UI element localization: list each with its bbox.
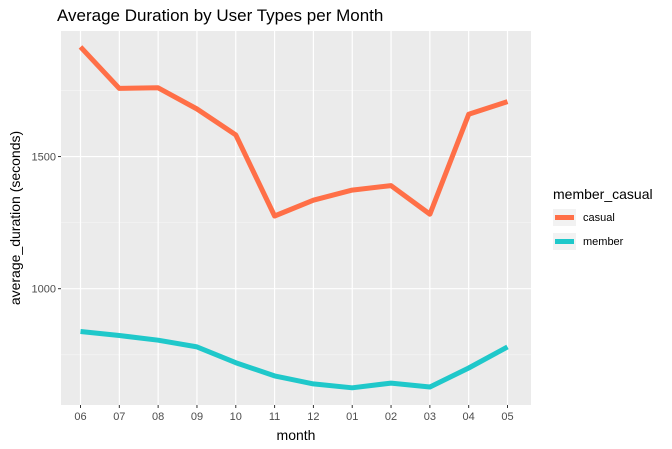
x-tick-label: 11 (269, 411, 280, 423)
legend-title: member_casual (553, 186, 653, 202)
series-lines (78, 45, 509, 391)
series-line-casual (78, 45, 509, 219)
x-tick-label: 04 (463, 411, 475, 423)
x-tick-label: 07 (113, 411, 125, 423)
x-tick-label: 02 (385, 411, 397, 423)
x-tick-label: 01 (346, 411, 358, 423)
x-tick-label: 08 (152, 411, 164, 423)
chart-title: Average Duration by User Types per Month (57, 6, 383, 25)
x-axis-ticks: 06 07 08 09 10 11 12 01 02 03 04 05 (74, 405, 514, 423)
y-tick-label: 1500 (32, 152, 56, 164)
plot-panel (61, 31, 531, 405)
x-tick-label: 12 (307, 411, 319, 423)
legend: member_casual casual member (553, 186, 653, 250)
x-tick-label: 09 (191, 411, 203, 423)
x-tick-label: 03 (424, 411, 436, 423)
series-line-member (80, 329, 509, 391)
y-axis-ticks: 1000 1500 (32, 152, 61, 296)
legend-label-casual: casual (583, 212, 615, 224)
x-tick-label: 05 (501, 411, 513, 423)
x-tick-label: 10 (230, 411, 242, 423)
y-tick-label: 1000 (32, 284, 56, 296)
y-axis-label: average_duration (seconds) (7, 131, 23, 305)
x-tick-label: 06 (74, 411, 86, 423)
x-axis-label: month (277, 427, 316, 443)
legend-label-member: member (583, 236, 624, 248)
